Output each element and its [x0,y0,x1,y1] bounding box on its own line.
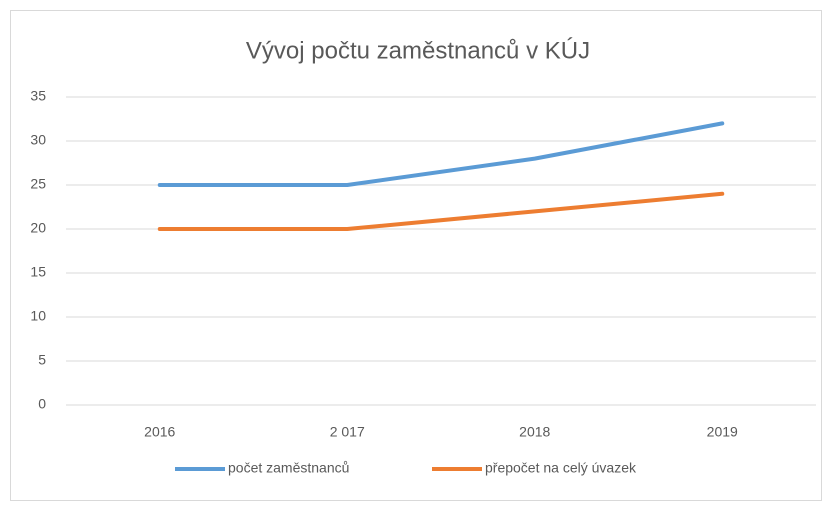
series-line [157,191,725,231]
x-tick-label: 2 017 [330,424,365,440]
y-tick-label: 15 [30,264,46,280]
y-tick-label: 35 [30,88,46,104]
y-tick-label: 20 [30,220,46,236]
x-tick-label: 2019 [707,424,738,440]
x-tick-label: 2016 [144,424,175,440]
series-line [157,121,725,187]
y-tick-label: 25 [30,176,46,192]
y-tick-label: 10 [30,308,46,324]
y-tick-label: 5 [38,352,46,368]
legend-label: přepočet na celý úvazek [485,460,637,476]
legend-label: počet zaměstnanců [228,460,349,476]
chart-title: Vývoj počtu zaměstnanců v KÚJ [246,37,590,64]
y-tick-label: 30 [30,132,46,148]
chart-border [10,10,822,501]
y-tick-label: 0 [38,396,46,412]
x-tick-label: 2018 [519,424,550,440]
